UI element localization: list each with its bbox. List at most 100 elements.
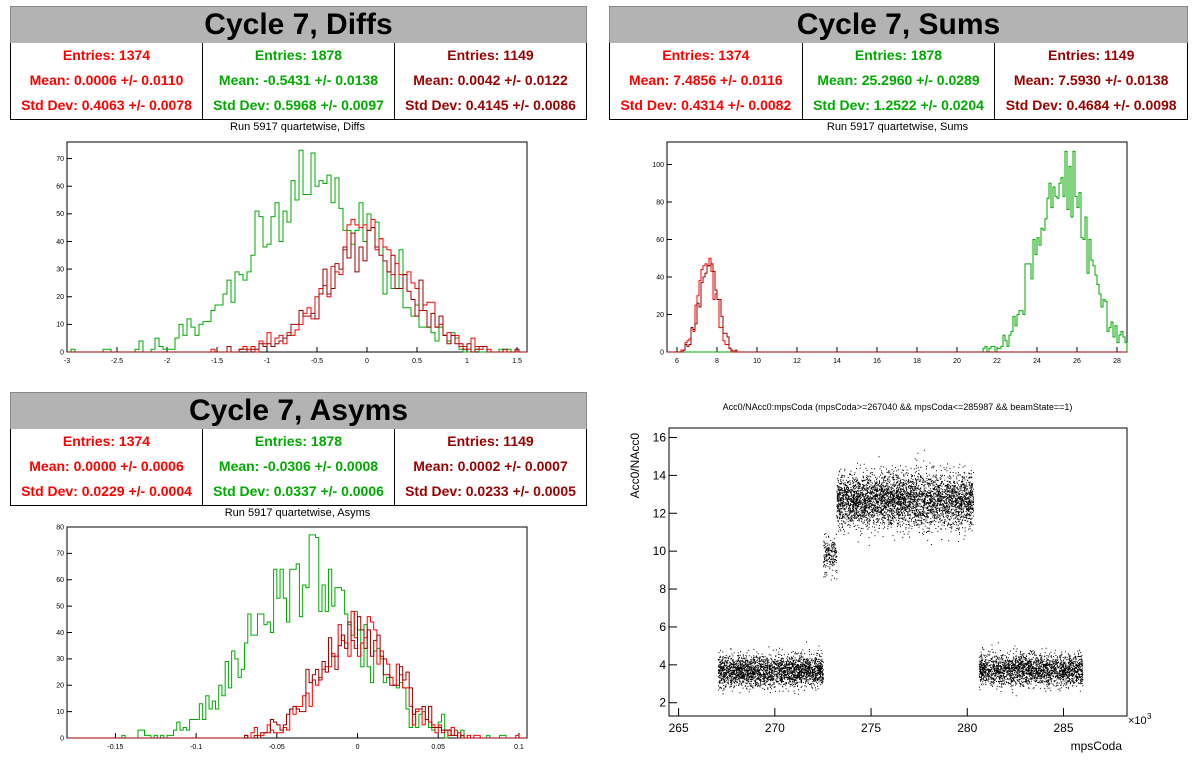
sums-stats-box: Entries: 1374 Mean: 7.4856 +/- 0.0116 St… bbox=[609, 43, 1188, 120]
x-tick-label: 22 bbox=[993, 358, 1001, 365]
diffs-title: Cycle 7, Diffs bbox=[10, 6, 587, 44]
stddev-label: Std Dev: 0.4314 +/- 0.0082 bbox=[620, 97, 792, 113]
histogram-series-1 bbox=[667, 257, 1127, 353]
x-tick-label: 6 bbox=[675, 358, 679, 365]
x-tick-label: -1 bbox=[264, 358, 270, 365]
y-tick-label: 0 bbox=[60, 349, 64, 356]
histogram-series-2 bbox=[67, 227, 527, 353]
x-tick-label: 8 bbox=[715, 358, 719, 365]
x-multiplier-exponent: 3 bbox=[1147, 712, 1152, 721]
x-tick-label: 12 bbox=[793, 358, 801, 365]
y-tick-label: 80 bbox=[56, 524, 64, 531]
y-tick-label: 8 bbox=[659, 582, 666, 596]
scatter-axes: 265 270 275 280 285 2 4 6 8 10 12 14 16 mpsCoda Acc0/N… bbox=[628, 427, 1152, 753]
y-tick-label: 40 bbox=[656, 274, 664, 281]
scatter-title: Acc0/NAcc0:mpsCoda (mpsCoda>=267040 && m… bbox=[722, 402, 1073, 412]
x-tick-label: 28 bbox=[1113, 358, 1121, 365]
y-tick-label: 60 bbox=[56, 577, 64, 584]
y-tick-label: 0 bbox=[660, 349, 664, 356]
y-tick-label: 4 bbox=[659, 658, 666, 672]
plot-frame bbox=[66, 141, 528, 353]
mean-label: Mean: -0.5431 +/- 0.0138 bbox=[218, 72, 379, 88]
x-tick-label: 270 bbox=[765, 721, 785, 735]
y-tick-label: 20 bbox=[56, 294, 64, 301]
histogram-series-1 bbox=[67, 610, 527, 739]
sums-axes: 6 8 10 12 14 16 18 20 22 24 26 28 0 20 40 60 80 100 bbox=[652, 141, 1128, 365]
y-tick-label: 6 bbox=[659, 620, 666, 634]
y-tick-label: 40 bbox=[56, 239, 64, 246]
y-tick-label: 10 bbox=[56, 709, 64, 716]
x-tick-label: 285 bbox=[1053, 721, 1073, 735]
x-tick-label: -3 bbox=[64, 358, 70, 365]
x-tick-label: 18 bbox=[913, 358, 921, 365]
y-tick-label: 100 bbox=[652, 162, 664, 169]
scatter-points bbox=[836, 449, 974, 546]
x-tick-label: 1.5 bbox=[512, 358, 522, 365]
scatter-cluster-1 bbox=[823, 533, 838, 581]
y-tick-label: 30 bbox=[56, 266, 64, 273]
stddev-label: Std Dev: 0.0337 +/- 0.0006 bbox=[213, 483, 384, 499]
y-tick-label: 20 bbox=[656, 312, 664, 319]
x-tick-label: 1 bbox=[465, 358, 469, 365]
x-tick-label: -1.5 bbox=[211, 358, 223, 365]
stddev-label: Std Dev: 0.4145 +/- 0.0086 bbox=[405, 97, 576, 113]
stddev-label: Std Dev: 0.0233 +/- 0.0005 bbox=[405, 483, 576, 499]
stddev-label: Std Dev: 0.4063 +/- 0.0078 bbox=[21, 97, 192, 113]
entries-label: Entries: 1149 bbox=[447, 47, 534, 63]
x-tick-label: -0.05 bbox=[269, 744, 285, 751]
histogram-series-0 bbox=[67, 534, 527, 739]
entries-label: Entries: 1878 bbox=[254, 433, 343, 449]
x-tick-label: 10 bbox=[753, 358, 761, 365]
entries-label: Entries: 1149 bbox=[447, 433, 534, 449]
diffs-axes: -3 -2.5 -2 -1.5 -1 -0.5 0 0.5 1 1.5 0 10 20 30 40 50 60 7… bbox=[56, 141, 528, 365]
mean-label: Mean: 0.0006 +/- 0.0110 bbox=[29, 72, 184, 88]
asyms-stats-box: Entries: 1374 Mean: 0.0000 +/- 0.0006 St… bbox=[10, 429, 587, 506]
entries-label: Entries: 1149 bbox=[1047, 47, 1135, 63]
y-tick-label: 16 bbox=[653, 430, 667, 444]
diffs-stats-green: Entries: 1878 Mean: -0.5431 +/- 0.0138 S… bbox=[203, 43, 395, 119]
x-tick-label: -0.1 bbox=[190, 744, 202, 751]
y-tick-label: 40 bbox=[56, 630, 64, 637]
asyms-axes: -0.15 -0.1 -0.05 0 0.05 0.1 0 10 20 30 40 50 60 70 80 bbox=[56, 524, 528, 751]
y-tick-label: 50 bbox=[56, 211, 64, 218]
diffs-stats-red: Entries: 1374 Mean: 0.0006 +/- 0.0110 St… bbox=[11, 43, 203, 119]
scatter-points bbox=[823, 533, 838, 581]
histogram-series-0 bbox=[67, 149, 527, 353]
x-tick-label: 0.05 bbox=[431, 744, 445, 751]
plot-frame bbox=[668, 427, 1128, 717]
mean-label: Mean: 25.2960 +/- 0.0289 bbox=[817, 72, 980, 88]
entries-label: Entries: 1374 bbox=[662, 47, 750, 63]
mean-label: Mean: -0.0306 +/- 0.0008 bbox=[218, 458, 379, 474]
x-tick-label: 0 bbox=[365, 358, 369, 365]
x-tick-label: 0 bbox=[356, 744, 360, 751]
x-tick-label: -0.15 bbox=[107, 744, 123, 751]
diffs-stats-box: Entries: 1374 Mean: 0.0006 +/- 0.0110 St… bbox=[10, 43, 587, 120]
plot-frame bbox=[666, 141, 1128, 353]
y-tick-label: 2 bbox=[659, 696, 666, 710]
entries-label: Entries: 1878 bbox=[854, 47, 943, 63]
sums-stats-darkred: Entries: 1149 Mean: 7.5930 +/- 0.0138 St… bbox=[995, 43, 1187, 119]
x-tick-label: 16 bbox=[873, 358, 881, 365]
x-tick-label: 14 bbox=[833, 358, 841, 365]
x-tick-label: -0.5 bbox=[311, 358, 323, 365]
asyms-stats-red: Entries: 1374 Mean: 0.0000 +/- 0.0006 St… bbox=[11, 429, 203, 505]
x-tick-label: 26 bbox=[1073, 358, 1081, 365]
x-tick-label: 265 bbox=[669, 721, 689, 735]
sums-title: Cycle 7, Sums bbox=[609, 6, 1188, 44]
mean-label: Mean: 7.4856 +/- 0.0116 bbox=[628, 72, 783, 88]
x-tick-label: 24 bbox=[1033, 358, 1041, 365]
histogram-series-0 bbox=[667, 150, 1128, 353]
y-tick-label: 70 bbox=[56, 156, 64, 163]
scatter-points bbox=[978, 642, 1084, 697]
y-tick-label: 80 bbox=[656, 199, 664, 206]
x-tick-label: 20 bbox=[953, 358, 961, 365]
mean-label: Mean: 7.5930 +/- 0.0138 bbox=[1013, 72, 1169, 88]
x-multiplier-label: ×10 bbox=[1128, 715, 1147, 727]
scatter-cluster-3 bbox=[978, 642, 1084, 697]
sums-stats-green: Entries: 1878 Mean: 25.2960 +/- 0.0289 S… bbox=[803, 43, 996, 119]
sums-subtitle: Run 5917 quartetwise, Sums bbox=[826, 121, 969, 133]
histogram-series-1 bbox=[67, 218, 527, 353]
x-tick-label: 275 bbox=[861, 721, 881, 735]
asyms-stats-green: Entries: 1878 Mean: -0.0306 +/- 0.0008 S… bbox=[203, 429, 395, 505]
y-tick-label: 10 bbox=[56, 322, 64, 329]
